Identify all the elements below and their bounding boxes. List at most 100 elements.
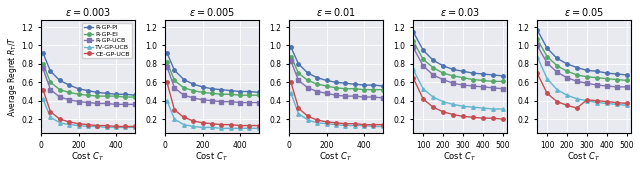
Line: R-GP-UCB: R-GP-UCB <box>412 46 504 90</box>
R-GP-EI <box>199 91 207 93</box>
R-GP-UCB <box>39 67 47 69</box>
R-GP-PI <box>199 86 207 88</box>
Line: R-GP-PI: R-GP-PI <box>165 51 260 94</box>
TV-GP-UCB <box>208 126 216 128</box>
CE-GP-UCB <box>199 122 207 124</box>
CE-GP-UCB <box>180 116 188 118</box>
R-GP-PI <box>47 70 54 72</box>
R-GP-UCB <box>410 46 417 48</box>
CE-GP-UCB <box>287 81 295 83</box>
Line: R-GP-UCB: R-GP-UCB <box>165 65 260 104</box>
TV-GP-UCB <box>180 124 188 126</box>
R-GP-UCB <box>163 66 171 68</box>
R-GP-PI <box>369 84 377 86</box>
TV-GP-UCB <box>419 88 427 90</box>
CE-GP-UCB <box>236 125 244 127</box>
TV-GP-UCB <box>593 102 601 104</box>
R-GP-UCB <box>593 84 601 86</box>
R-GP-PI <box>583 69 591 71</box>
R-GP-PI <box>236 90 244 92</box>
R-GP-UCB <box>122 103 129 105</box>
Line: CE-GP-UCB: CE-GP-UCB <box>412 76 504 121</box>
TV-GP-UCB <box>573 98 581 100</box>
R-GP-EI <box>287 56 295 58</box>
R-GP-EI <box>439 72 447 74</box>
Line: TV-GP-UCB: TV-GP-UCB <box>412 68 504 111</box>
R-GP-UCB <box>332 94 340 96</box>
TV-GP-UCB <box>623 104 630 106</box>
R-GP-UCB <box>65 99 73 101</box>
R-GP-UCB <box>304 87 312 89</box>
X-axis label: Cost $C_T$: Cost $C_T$ <box>568 151 600 163</box>
R-GP-PI <box>469 72 477 74</box>
R-GP-EI <box>323 85 330 87</box>
TV-GP-UCB <box>84 125 92 127</box>
TV-GP-UCB <box>171 118 179 120</box>
R-GP-PI <box>623 74 630 76</box>
R-GP-PI <box>227 90 234 92</box>
TV-GP-UCB <box>103 126 111 128</box>
CE-GP-UCB <box>122 125 129 127</box>
TV-GP-UCB <box>227 127 234 129</box>
R-GP-PI <box>122 93 129 95</box>
R-GP-EI <box>103 95 111 97</box>
CE-GP-UCB <box>171 109 179 111</box>
TV-GP-UCB <box>236 127 244 129</box>
R-GP-UCB <box>623 86 630 88</box>
R-GP-EI <box>39 63 47 65</box>
R-GP-UCB <box>351 95 358 97</box>
R-GP-PI <box>499 75 507 77</box>
R-GP-PI <box>65 84 73 86</box>
R-GP-EI <box>543 56 551 58</box>
CE-GP-UCB <box>294 107 302 109</box>
R-GP-EI <box>499 80 507 82</box>
Line: TV-GP-UCB: TV-GP-UCB <box>165 99 260 130</box>
CE-GP-UCB <box>429 106 437 108</box>
Line: R-GP-EI: R-GP-EI <box>289 55 385 91</box>
Line: R-GP-UCB: R-GP-UCB <box>536 44 628 89</box>
Line: R-GP-UCB: R-GP-UCB <box>289 59 385 100</box>
R-GP-EI <box>122 96 129 98</box>
R-GP-EI <box>419 58 427 60</box>
R-GP-UCB <box>323 92 330 94</box>
R-GP-EI <box>246 94 253 96</box>
R-GP-PI <box>171 69 179 71</box>
CE-GP-UCB <box>573 107 581 109</box>
R-GP-EI <box>163 61 171 63</box>
R-GP-UCB <box>93 102 101 104</box>
TV-GP-UCB <box>469 106 477 108</box>
R-GP-EI <box>360 89 368 91</box>
R-GP-PI <box>103 92 111 94</box>
TV-GP-UCB <box>613 103 621 105</box>
R-GP-EI <box>65 91 73 93</box>
TV-GP-UCB <box>314 122 321 124</box>
CE-GP-UCB <box>342 123 349 125</box>
R-GP-UCB <box>199 99 207 101</box>
R-GP-UCB <box>573 80 581 82</box>
R-GP-EI <box>75 93 83 95</box>
R-GP-PI <box>563 63 571 65</box>
CE-GP-UCB <box>112 125 120 127</box>
CE-GP-UCB <box>75 123 83 125</box>
CE-GP-UCB <box>459 115 467 117</box>
TV-GP-UCB <box>459 105 467 107</box>
X-axis label: Cost $C_T$: Cost $C_T$ <box>319 151 353 163</box>
TV-GP-UCB <box>112 126 120 128</box>
CE-GP-UCB <box>593 100 601 102</box>
R-GP-PI <box>533 29 541 31</box>
TV-GP-UCB <box>199 126 207 128</box>
R-GP-PI <box>553 57 561 59</box>
TV-GP-UCB <box>603 102 611 104</box>
R-GP-PI <box>304 72 312 74</box>
CE-GP-UCB <box>351 123 358 125</box>
R-GP-UCB <box>314 90 321 92</box>
R-GP-PI <box>180 79 188 81</box>
R-GP-EI <box>255 94 262 96</box>
Line: R-GP-EI: R-GP-EI <box>412 39 504 83</box>
R-GP-UCB <box>419 65 427 67</box>
TV-GP-UCB <box>323 123 330 125</box>
CE-GP-UCB <box>410 77 417 79</box>
R-GP-PI <box>314 77 321 79</box>
R-GP-EI <box>47 81 54 83</box>
TV-GP-UCB <box>246 127 253 129</box>
